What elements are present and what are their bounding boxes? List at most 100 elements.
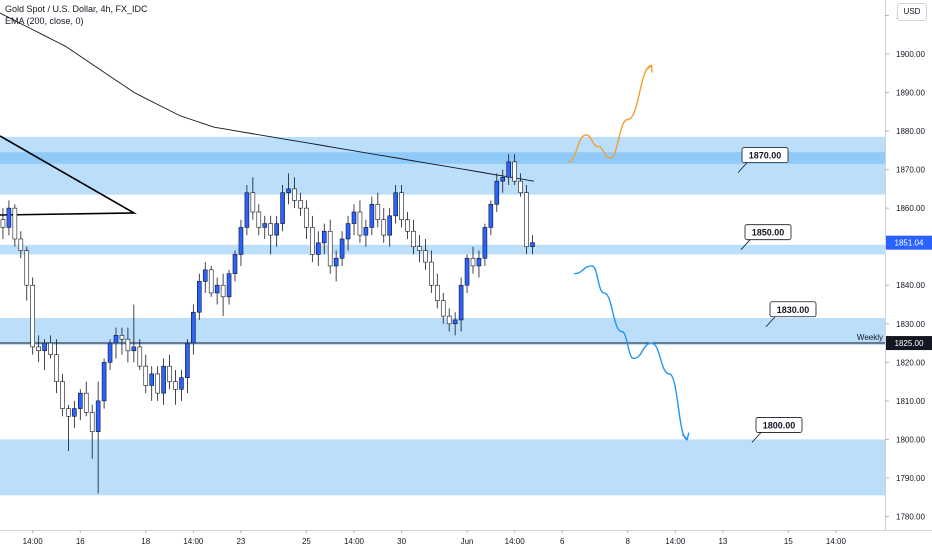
time-tick-label: 14:00 xyxy=(665,537,686,546)
candle-body xyxy=(429,261,434,286)
candle-body xyxy=(256,211,262,228)
candle-body xyxy=(119,335,125,340)
candle-body xyxy=(167,365,172,382)
candle-body xyxy=(185,342,190,379)
candle-body xyxy=(149,373,154,386)
candle-body xyxy=(173,381,178,390)
candle-body xyxy=(208,269,214,294)
price-tick-label: 1860.00 xyxy=(896,204,925,213)
candle-body xyxy=(107,342,113,363)
candle-body xyxy=(417,246,422,251)
ema-layer xyxy=(0,12,534,182)
level-callout-box xyxy=(744,224,792,241)
level-callout-box xyxy=(769,301,817,318)
candle-body xyxy=(351,211,357,224)
candle-body xyxy=(470,257,476,267)
candle-body xyxy=(345,223,351,240)
price-tick-label: 1890.00 xyxy=(896,89,925,98)
candle-body xyxy=(268,223,274,236)
price-tick-label: 1810.00 xyxy=(896,397,925,406)
level-callout-text: 1800.00 xyxy=(763,420,796,430)
bullish-projection-curve-arrowhead xyxy=(645,64,653,73)
level-labels-layer: 1870.00 1850.00 1830.00 1800.00 xyxy=(737,147,817,443)
candle-body xyxy=(60,381,65,409)
candle-body xyxy=(434,284,440,301)
candle-body xyxy=(137,346,143,367)
candle-body xyxy=(321,230,327,244)
candle-body xyxy=(179,377,184,390)
time-tick-label: 14:00 xyxy=(344,537,365,546)
candle-body xyxy=(286,188,291,194)
price-tags-layer: 1851.04 1825.00 xyxy=(886,235,932,351)
time-tick-label: 13 xyxy=(718,537,727,546)
bullish-projection-curve xyxy=(567,64,652,163)
candle-body xyxy=(304,207,309,228)
last-price-label: 1851.04 xyxy=(895,239,924,248)
level-callout-leader xyxy=(751,431,763,443)
candle-body xyxy=(280,192,285,224)
level-callout-text: 1850.00 xyxy=(752,228,785,238)
level-callout-box xyxy=(755,417,803,433)
candle-body xyxy=(214,284,220,294)
candle-body xyxy=(512,161,517,182)
price-tick-label: 1830.00 xyxy=(896,320,925,329)
level-callout-leader xyxy=(765,315,777,328)
chart-legend[interactable]: Gold Spot / U.S. Dollar, 4h, FX_IDC EMA … xyxy=(5,3,148,27)
candle-body xyxy=(500,177,506,182)
triangle-drawing xyxy=(0,135,137,216)
ema-200-line xyxy=(0,12,534,182)
candle-body xyxy=(191,311,196,344)
candle-body xyxy=(292,188,297,201)
level-callout-leader xyxy=(740,238,752,250)
price-tick-label: 1900.00 xyxy=(896,50,925,59)
candle-body xyxy=(375,203,381,221)
time-tick-label: 14:00 xyxy=(505,537,526,546)
time-tick-label: 23 xyxy=(236,537,245,546)
indicator-title[interactable]: EMA (200, close, 0) xyxy=(5,16,84,26)
time-tick-label: 6 xyxy=(560,537,565,546)
candle-body xyxy=(393,192,398,217)
candle-body xyxy=(262,223,268,228)
candle-body xyxy=(405,219,410,232)
candle-body xyxy=(387,215,393,236)
level-callout-text: 1830.00 xyxy=(777,305,810,315)
candle-body xyxy=(197,281,202,313)
candle-body xyxy=(232,254,238,274)
time-tick-label: 16 xyxy=(76,537,85,546)
time-tick-label: 14:00 xyxy=(23,537,44,546)
candle-body xyxy=(101,362,107,402)
price-tick-label: 1790.00 xyxy=(896,474,925,483)
candle-body xyxy=(369,203,375,228)
candle-body xyxy=(339,238,345,259)
time-tick-label: Jun xyxy=(461,537,474,546)
candle-body xyxy=(30,284,36,348)
candle-body xyxy=(482,227,488,259)
zone-band xyxy=(0,439,885,496)
currency-button[interactable]: USD xyxy=(897,3,927,21)
time-tick-label: 18 xyxy=(141,537,150,546)
candle-body xyxy=(66,408,71,417)
weekly-price-tag xyxy=(886,336,932,351)
candle-body xyxy=(458,284,464,321)
candle-body xyxy=(0,219,6,228)
candle-body xyxy=(506,161,512,178)
last-price-tag xyxy=(886,235,932,250)
candle-body xyxy=(452,319,458,325)
candle-body xyxy=(238,227,244,255)
candle-body xyxy=(381,219,387,236)
candle-body xyxy=(446,315,452,325)
candle-body xyxy=(12,207,18,240)
weekly-line-layer: Weekly xyxy=(0,333,885,344)
candle-body xyxy=(357,211,363,236)
zones-layer xyxy=(0,136,885,496)
price-tick-label: 1840.00 xyxy=(896,281,925,290)
candle-body xyxy=(399,192,404,221)
candle-body xyxy=(440,300,446,317)
candles-layer xyxy=(0,154,535,494)
candle-body xyxy=(530,242,535,247)
candle-body xyxy=(524,192,529,247)
symbol-title[interactable]: Gold Spot / U.S. Dollar, 4h, FX_IDC xyxy=(5,4,148,14)
